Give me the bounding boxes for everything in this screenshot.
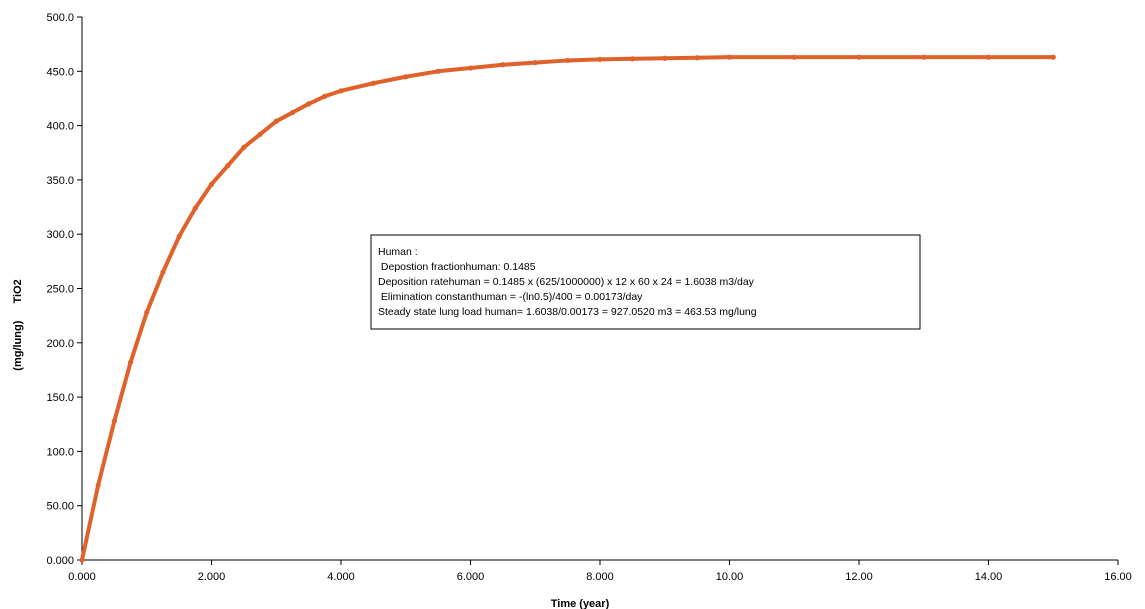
data-point bbox=[160, 269, 166, 275]
y-tick-label: 100.0 bbox=[46, 446, 74, 458]
x-tick-label: 0.000 bbox=[68, 571, 96, 583]
y-axis-ticks: 0.000 50.00 100.0 150.0 200.0 250.0 300.0 350.0… bbox=[46, 12, 82, 567]
data-point bbox=[370, 80, 376, 86]
x-tick-label: 8.000 bbox=[586, 571, 614, 583]
data-point bbox=[176, 233, 182, 239]
data-point bbox=[435, 68, 441, 74]
y-tick-label: 300.0 bbox=[46, 229, 74, 241]
y-axis-title: (mg/lung) TiO2 bbox=[12, 279, 24, 370]
x-tick-label: 10.00 bbox=[716, 571, 744, 583]
y-tick-label: 500.0 bbox=[46, 12, 74, 24]
data-point bbox=[273, 118, 279, 124]
data-point bbox=[306, 101, 312, 107]
series-group bbox=[79, 54, 1056, 563]
data-point bbox=[1050, 54, 1056, 60]
data-point bbox=[144, 309, 150, 315]
x-tick-label: 2.000 bbox=[198, 571, 226, 583]
data-point bbox=[208, 181, 215, 187]
data-point bbox=[597, 56, 603, 62]
data-point bbox=[694, 55, 700, 61]
y-tick-label: 250.0 bbox=[46, 284, 74, 296]
annotation-line-5: Steady state lung load human= 1.6038/0.0… bbox=[378, 306, 757, 318]
data-point bbox=[225, 163, 231, 169]
annotation-line-4: Elimination constanthuman = -(ln0.5)/400… bbox=[378, 291, 643, 303]
annotation-box: Human : Depostion fractionhuman: 0.1485 … bbox=[370, 234, 921, 330]
data-point bbox=[565, 57, 571, 64]
data-point bbox=[500, 62, 506, 68]
data-point bbox=[921, 54, 927, 60]
data-point bbox=[127, 359, 134, 365]
y-tick-label: 150.0 bbox=[46, 392, 74, 404]
x-axis-title: Time (year) bbox=[551, 598, 610, 609]
x-tick-label: 12.00 bbox=[845, 571, 873, 583]
data-point bbox=[662, 55, 668, 61]
y-tick-label: 350.0 bbox=[46, 175, 74, 187]
x-axis-ticks: 0.000 2.000 4.000 6.000 8.000 10.00 12.00 14.00… bbox=[68, 560, 1132, 583]
data-point bbox=[257, 131, 263, 137]
y-tick-label: 450.0 bbox=[46, 66, 74, 78]
data-point bbox=[629, 56, 635, 62]
data-point bbox=[532, 60, 538, 66]
data-point bbox=[467, 65, 474, 71]
data-point bbox=[111, 418, 117, 424]
y-tick-label: 200.0 bbox=[46, 338, 74, 350]
svg-text:(mg/lung) TiO2: (mg/lung) TiO2 bbox=[12, 279, 24, 370]
y-axis-label: TiO2 bbox=[12, 279, 24, 303]
x-tick-label: 16.00 bbox=[1104, 571, 1132, 583]
annotation-line-2: Depostion fractionhuman: 0.1485 bbox=[378, 261, 536, 273]
y-tick-label: 0.000 bbox=[46, 555, 74, 567]
y-axis-unit: (mg/lung) bbox=[12, 320, 24, 370]
data-point bbox=[338, 88, 344, 94]
y-tick-label: 50.00 bbox=[46, 501, 74, 513]
series-line bbox=[80, 55, 1056, 562]
annotation-line-3: Deposition ratehuman = 0.1485 x (625/100… bbox=[378, 276, 755, 288]
y-tick-label: 400.0 bbox=[46, 121, 74, 133]
data-point bbox=[856, 54, 862, 60]
x-tick-label: 4.000 bbox=[327, 571, 355, 583]
data-point bbox=[95, 482, 101, 488]
x-tick-label: 14.00 bbox=[975, 571, 1003, 583]
x-tick-label: 6.000 bbox=[457, 571, 485, 583]
data-point bbox=[726, 54, 733, 60]
data-point bbox=[322, 93, 328, 99]
data-point bbox=[241, 144, 247, 150]
data-point bbox=[289, 109, 296, 116]
data-point bbox=[192, 205, 198, 211]
data-point bbox=[403, 74, 409, 80]
annotation-line-1: Human : bbox=[378, 246, 418, 258]
data-point bbox=[985, 54, 992, 60]
data-point bbox=[791, 54, 797, 60]
data-point bbox=[79, 557, 85, 563]
